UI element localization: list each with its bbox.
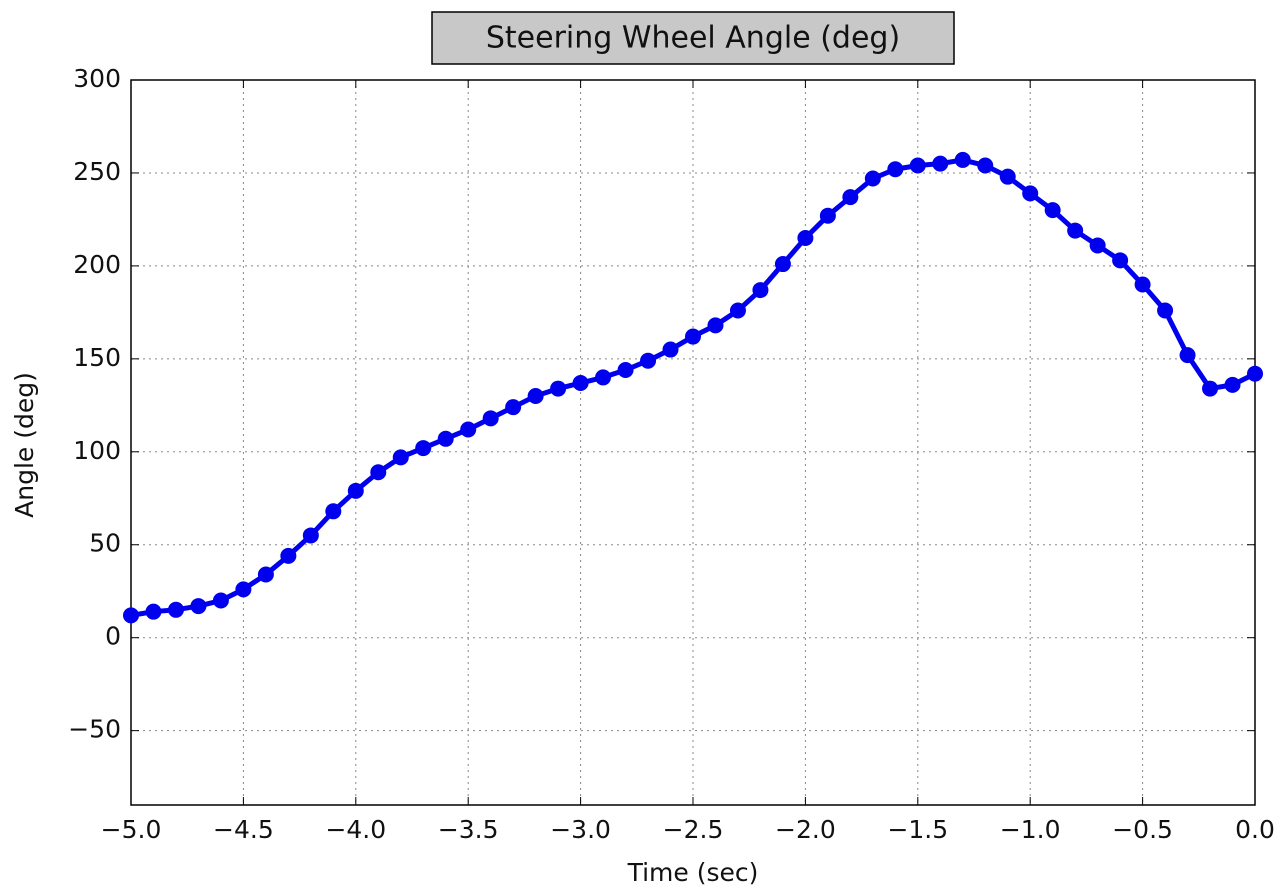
y-tick-label: 150 <box>73 343 121 372</box>
marker <box>145 603 162 620</box>
marker <box>932 155 949 172</box>
marker <box>1224 376 1241 393</box>
marker <box>325 503 342 520</box>
marker <box>1179 347 1196 364</box>
marker <box>909 157 926 174</box>
marker <box>1247 365 1263 382</box>
marker <box>437 430 454 447</box>
marker <box>617 362 634 378</box>
marker <box>505 399 522 416</box>
marker <box>977 157 994 174</box>
x-axis-label: Time (sec) <box>627 858 759 887</box>
chart-title: Steering Wheel Angle (deg) <box>486 21 900 56</box>
marker <box>572 375 589 392</box>
y-tick-label: 50 <box>89 529 121 558</box>
x-tick-label: −5.0 <box>101 815 162 844</box>
marker <box>842 189 859 206</box>
marker <box>167 601 184 618</box>
marker <box>685 328 701 345</box>
marker <box>1044 202 1061 219</box>
marker <box>392 449 409 466</box>
marker <box>1089 237 1106 254</box>
x-tick-label: −3.0 <box>550 815 611 844</box>
marker <box>1067 222 1084 239</box>
plot-frame <box>130 79 1256 806</box>
marker <box>707 317 724 334</box>
x-tick-label: −4.5 <box>213 815 274 844</box>
marker <box>1157 302 1174 319</box>
marker <box>257 566 274 583</box>
marker <box>774 256 791 273</box>
marker <box>1112 252 1129 269</box>
marker <box>752 282 769 299</box>
x-tick-label: −0.5 <box>1112 815 1173 844</box>
marker <box>190 598 207 615</box>
marker <box>954 151 971 168</box>
marker <box>482 410 499 427</box>
marker <box>1202 380 1219 397</box>
x-tick-label: −2.0 <box>775 815 836 844</box>
x-tick-label: −3.5 <box>438 815 499 844</box>
marker <box>999 168 1016 185</box>
title-box <box>431 11 955 65</box>
y-tick-label: 100 <box>73 436 121 465</box>
marker <box>662 341 679 358</box>
x-tick-label: −2.5 <box>663 815 724 844</box>
marker <box>595 369 612 386</box>
marker <box>460 421 477 438</box>
marker <box>550 380 567 397</box>
y-tick-label: 200 <box>73 250 121 279</box>
x-tick-label: 0.0 <box>1235 815 1275 844</box>
x-tick-label: −1.0 <box>1000 815 1061 844</box>
marker <box>1134 276 1151 293</box>
marker <box>235 581 252 598</box>
y-tick-label: 300 <box>73 64 121 93</box>
marker <box>347 482 364 499</box>
marker <box>640 352 657 369</box>
x-tick-label: −1.5 <box>887 815 948 844</box>
marker <box>887 161 904 178</box>
marker <box>819 207 836 224</box>
marker <box>729 302 746 319</box>
marker <box>527 388 544 405</box>
marker <box>123 607 139 624</box>
y-axis-label: Angle (deg) <box>10 372 39 518</box>
y-tick-label: 250 <box>73 157 121 186</box>
marker <box>370 464 387 481</box>
marker <box>212 592 229 609</box>
x-tick-label: −4.0 <box>325 815 386 844</box>
marker <box>797 230 814 247</box>
marker <box>864 170 881 187</box>
y-tick-label: −50 <box>68 715 121 744</box>
y-tick-label: 0 <box>105 622 121 651</box>
marker <box>280 547 297 564</box>
marker <box>1022 185 1039 202</box>
marker <box>415 440 432 457</box>
marker <box>302 527 319 544</box>
